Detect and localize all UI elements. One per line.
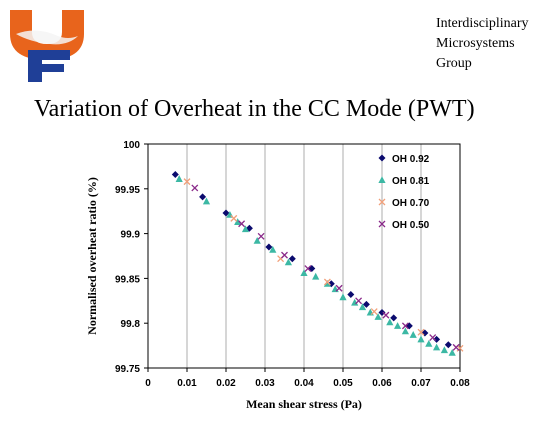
x-tick-label: 0 <box>145 378 151 389</box>
data-point-series-1 <box>171 170 179 178</box>
logo-blue-f <box>28 50 70 82</box>
y-axis-ticks: 99.75 99.8 99.85 99.9 99.95 100 <box>115 140 148 375</box>
x-tick-label: 0.08 <box>450 378 470 389</box>
data-point-series-2 <box>300 269 308 277</box>
logo-orange-u <box>10 10 84 60</box>
data-point-series-4 <box>382 311 390 319</box>
data-point-series-1 <box>222 209 230 217</box>
data-point-series-4 <box>401 322 409 330</box>
data-point-series-2 <box>440 346 448 354</box>
data-point-series-2 <box>269 245 277 253</box>
data-point-series-3 <box>417 328 425 336</box>
data-point-series-1 <box>433 335 441 343</box>
y-tick-label: 99.85 <box>115 274 140 285</box>
legend-label-series-1: OH 0.92 <box>392 154 430 165</box>
data-point-series-2 <box>386 318 394 326</box>
group-name-line-2: Microsystems <box>436 36 515 51</box>
chart-grid <box>186 144 422 368</box>
y-tick-label: 99.9 <box>121 230 141 241</box>
data-point-series-1 <box>390 314 398 322</box>
data-point-series-2 <box>175 175 183 182</box>
data-point-series-4 <box>452 343 460 351</box>
data-point-series-2 <box>374 313 382 320</box>
x-tick-label: 0.07 <box>411 378 431 389</box>
data-point-series-2 <box>448 348 456 356</box>
logo-gator-silhouette <box>16 30 78 45</box>
data-point-series-2 <box>358 303 367 311</box>
group-name-line-3: Group <box>436 56 472 71</box>
data-point-series-2 <box>323 279 331 287</box>
y-tick-label: 99.8 <box>121 319 141 330</box>
data-point-series-4 <box>257 232 265 240</box>
data-point-series-1 <box>308 265 316 273</box>
data-point-series-1 <box>405 322 413 330</box>
data-points <box>171 170 464 356</box>
data-point-series-2 <box>284 258 292 266</box>
y-axis-label: Normalised overheat ratio (%) <box>85 177 99 335</box>
x-tick-label: 0.05 <box>333 378 353 389</box>
x-axis-ticks: 0 0.01 0.02 0.03 0.04 0.05 0.06 0.07 0.08 <box>145 368 470 389</box>
data-point-series-4 <box>335 284 343 292</box>
data-point-series-4 <box>304 265 312 273</box>
data-point-series-1 <box>362 300 370 308</box>
chart-legend: OH 0.92 OH 0.81 OH 0.70 OH 0.50 <box>378 154 430 231</box>
x-tick-label: 0.02 <box>216 378 236 389</box>
data-point-series-4 <box>238 220 246 228</box>
data-point-series-1 <box>378 308 386 316</box>
group-name-line-1: Interdisciplinary <box>436 16 529 31</box>
data-point-series-2 <box>425 340 433 347</box>
data-point-series-2 <box>312 272 320 280</box>
data-point-series-3 <box>323 278 331 286</box>
data-point-series-4 <box>281 251 288 259</box>
data-point-series-3 <box>370 308 378 316</box>
data-point-series-2 <box>241 225 250 233</box>
y-tick-label: 99.75 <box>115 364 140 375</box>
data-point-series-2 <box>401 327 409 335</box>
y-tick-label: 100 <box>123 140 140 151</box>
legend-marker-series-3 <box>378 198 386 206</box>
university-logo <box>10 10 84 82</box>
data-point-series-4 <box>355 297 363 305</box>
x-tick-label: 0.03 <box>255 378 275 389</box>
x-tick-label: 0.06 <box>372 378 392 389</box>
x-tick-label: 0.04 <box>294 378 314 389</box>
data-point-series-2 <box>202 197 211 205</box>
data-point-series-2 <box>253 236 261 244</box>
data-point-series-2 <box>339 293 347 301</box>
slide-title: Variation of Overheat in the CC Mode (PW… <box>34 96 475 122</box>
data-point-series-1 <box>347 291 355 299</box>
data-point-series-2 <box>409 331 417 338</box>
data-point-series-1 <box>288 255 296 263</box>
data-point-series-1 <box>444 341 452 349</box>
data-point-series-1 <box>265 243 273 251</box>
y-tick-label: 99.95 <box>115 185 140 196</box>
legend-marker-series-4 <box>378 220 386 228</box>
data-point-series-2 <box>351 298 359 306</box>
legend-label-series-2: OH 0.81 <box>392 176 430 187</box>
data-point-series-4 <box>429 334 437 341</box>
x-tick-label: 0.01 <box>177 378 197 389</box>
legend-label-series-3: OH 0.70 <box>392 198 430 209</box>
data-point-series-4 <box>191 184 199 192</box>
data-point-series-3 <box>183 178 191 186</box>
data-point-series-1 <box>199 193 207 201</box>
legend-marker-series-2 <box>378 176 386 183</box>
group-name: Interdisciplinary Microsystems Group <box>436 14 529 74</box>
data-point-series-2 <box>394 322 402 329</box>
legend-label-series-4: OH 0.50 <box>392 220 430 231</box>
data-point-series-2 <box>234 218 242 225</box>
x-axis-label: Mean shear stress (Pa) <box>246 397 362 411</box>
data-point-series-2 <box>417 335 425 343</box>
data-point-series-2 <box>433 343 441 351</box>
legend-marker-series-1 <box>378 154 386 162</box>
data-point-series-3 <box>230 214 238 222</box>
